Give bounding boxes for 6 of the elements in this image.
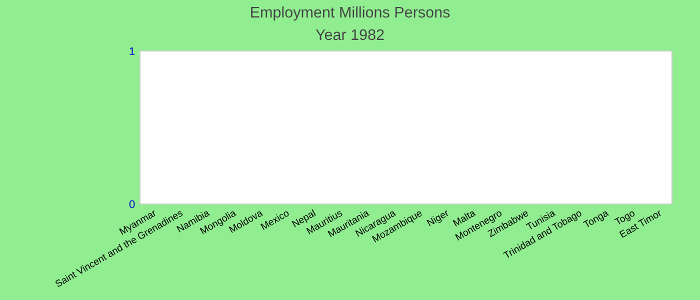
x-tick-label: Tonga (582, 209, 610, 230)
y-tick-label: 1 (130, 47, 135, 56)
y-tick-label: 0 (129, 200, 135, 208)
chart-title: Employment Millions Persons (251, 6, 450, 21)
chart-subtitle: Year 1982 (316, 29, 384, 40)
x-tick-label: Niger (426, 208, 450, 228)
